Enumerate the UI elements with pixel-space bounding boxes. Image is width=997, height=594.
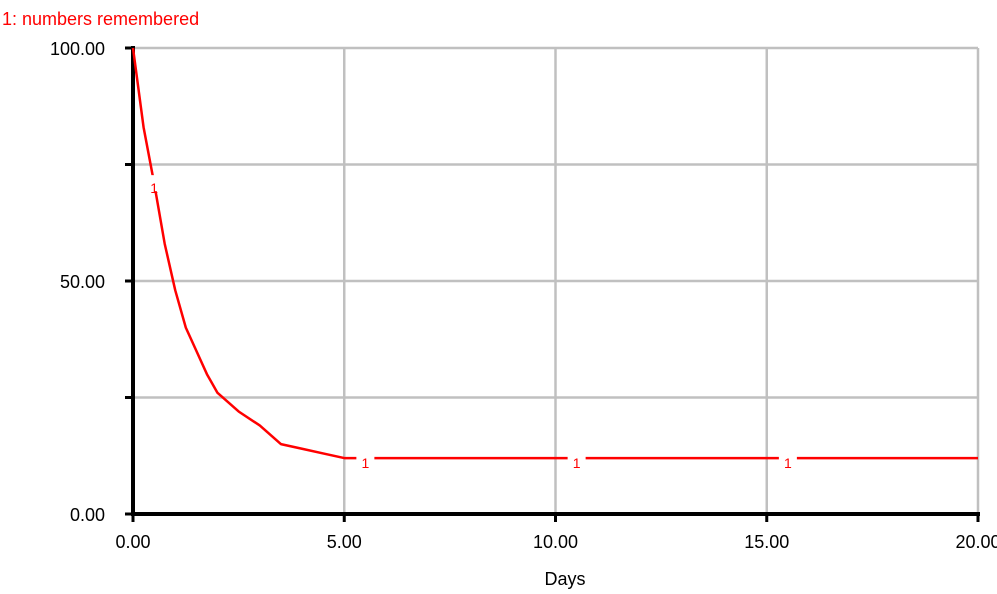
x-tick-label-1: 5.00	[327, 532, 362, 552]
x-tick-label-0: 0.00	[115, 532, 150, 552]
x-tick-label-2: 10.00	[533, 532, 578, 552]
x-tick-label-3: 15.00	[744, 532, 789, 552]
series-marker-label-3: 1	[784, 455, 792, 471]
series-marker-label-2: 1	[573, 455, 581, 471]
series-marker-label-1: 1	[361, 455, 369, 471]
series-line-0	[131, 47, 978, 460]
tick-labels: 0.00 50.00 100.00 0.00 5.00 10.00 15.00 20.00	[50, 39, 997, 552]
tick-marks	[125, 46, 980, 522]
x-axis-title: Days	[544, 569, 585, 589]
series-marker-bg-1	[356, 450, 375, 467]
legend-series-1: 1: numbers remembered	[2, 9, 199, 29]
gridlines	[133, 46, 980, 514]
series-marker-label-0: 1	[150, 180, 158, 196]
y-tick-label-0: 0.00	[70, 505, 105, 525]
series-marker-bg-0	[145, 175, 164, 192]
y-tick-label-2: 50.00	[60, 272, 105, 292]
series-marker-bg-3	[778, 450, 797, 467]
x-tick-label-4: 20.00	[955, 532, 997, 552]
y-tick-label-4: 100.00	[50, 39, 105, 59]
series-marker-bg-2	[567, 450, 586, 467]
series-layer: 1 1 1 1	[131, 47, 978, 471]
